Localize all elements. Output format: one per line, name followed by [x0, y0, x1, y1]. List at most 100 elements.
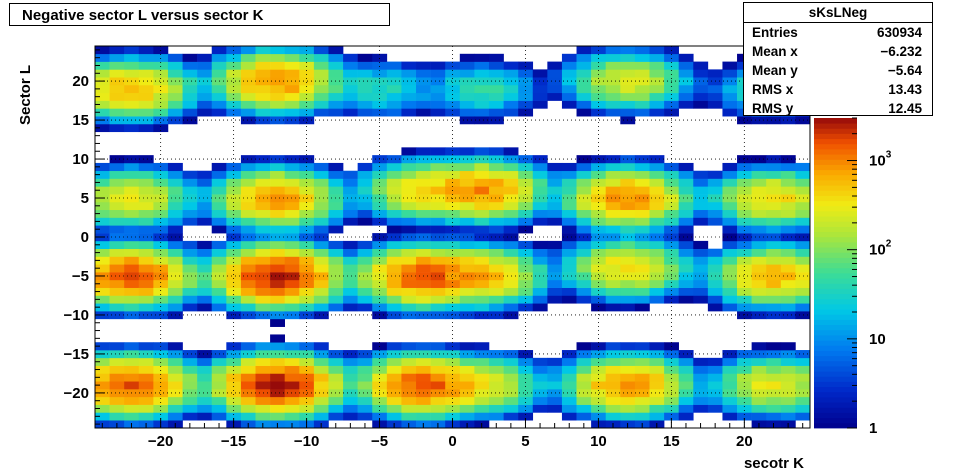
heatmap-cell — [299, 365, 315, 374]
heatmap-cell — [138, 162, 154, 172]
heatmap-cell — [124, 46, 140, 55]
heatmap-cell — [751, 178, 767, 187]
heatmap-cell — [313, 373, 329, 382]
heatmap-cell — [561, 178, 577, 187]
heatmap-cell — [284, 108, 300, 117]
heatmap-cell — [182, 303, 198, 312]
heatmap-cell — [634, 248, 650, 257]
heatmap-cell — [386, 233, 402, 242]
heatmap-cell — [605, 404, 621, 413]
heatmap-cell — [518, 396, 534, 405]
heatmap-cell — [722, 357, 738, 366]
heatmap-cell — [95, 123, 110, 133]
colorbar-segment — [814, 257, 857, 264]
heatmap-cell — [547, 170, 563, 179]
heatmap-cell — [386, 84, 402, 94]
heatmap-cell — [270, 357, 285, 366]
heatmap-cell — [416, 357, 431, 366]
heatmap-cell — [547, 194, 563, 203]
heatmap-cell — [664, 61, 679, 70]
heatmap-cell — [795, 272, 811, 281]
heatmap-cell — [620, 381, 636, 390]
heatmap-cell — [313, 357, 329, 366]
heatmap-cell — [357, 201, 373, 211]
colorbar-segment — [814, 190, 857, 196]
heatmap-cell — [445, 365, 461, 374]
heatmap-cell — [240, 225, 256, 234]
heatmap-cell — [182, 170, 198, 179]
heatmap-cell — [459, 108, 475, 117]
heatmap-cell — [255, 389, 271, 398]
heatmap-cell — [503, 147, 519, 156]
colorbar-segment — [814, 273, 857, 279]
heatmap-cell — [211, 186, 227, 195]
heatmap-cell — [532, 272, 548, 281]
heatmap-cell — [357, 69, 373, 78]
heatmap-cell — [591, 287, 607, 296]
heatmap-cell — [518, 61, 534, 70]
heatmap-cell — [240, 412, 256, 421]
heatmap-cell — [109, 178, 125, 187]
heatmap-cell — [664, 217, 679, 226]
heatmap-cell — [255, 217, 271, 226]
heatmap-cell — [372, 201, 388, 211]
heatmap-cell — [576, 84, 592, 94]
heatmap-cell — [605, 287, 621, 296]
heatmap-cell — [780, 170, 796, 179]
heatmap-cell — [445, 264, 461, 273]
heatmap-cell — [401, 295, 417, 304]
heatmap-cell — [780, 225, 796, 234]
heatmap-cell — [722, 209, 738, 218]
heatmap-cell — [678, 412, 694, 421]
heatmap-cell — [401, 69, 417, 78]
heatmap-cell — [313, 311, 329, 320]
heatmap-cell — [95, 53, 110, 62]
colorbar-segment — [814, 335, 857, 341]
heatmap-cell — [722, 77, 738, 86]
heatmap-cell — [620, 53, 636, 62]
heatmap-cell — [240, 178, 256, 187]
heatmap-cell — [430, 170, 446, 179]
colorbar-label: 103 — [869, 150, 892, 170]
heatmap-cell — [561, 272, 577, 281]
heatmap-cell — [343, 77, 358, 86]
heatmap-cell — [357, 404, 373, 413]
heatmap-cell — [620, 217, 636, 226]
heatmap-cell — [503, 240, 519, 249]
heatmap-cell — [386, 287, 402, 296]
colorbar-segment — [814, 422, 857, 429]
heatmap-cell — [664, 53, 679, 62]
heatmap-cell — [138, 295, 154, 304]
heatmap-cell — [766, 311, 782, 320]
histogram-title-box: Negative sector L versus sector K — [9, 3, 390, 26]
heatmap-cell — [518, 389, 534, 398]
heatmap-cell — [167, 381, 183, 390]
heatmap-cell — [138, 53, 154, 62]
heatmap-cell — [95, 256, 110, 265]
heatmap-cell — [386, 350, 402, 359]
heatmap-cell — [328, 108, 344, 117]
heatmap-cell — [109, 217, 125, 226]
x-tick-label: 10 — [590, 433, 607, 450]
heatmap-cell — [299, 201, 315, 211]
heatmap-cell — [664, 209, 679, 218]
heatmap-cell — [488, 77, 504, 86]
heatmap-cell — [518, 381, 534, 390]
heatmap-cell — [737, 373, 752, 382]
heatmap-cell — [240, 108, 256, 117]
heatmap-cell — [459, 264, 475, 273]
heatmap-cell — [299, 108, 315, 117]
heatmap-cell — [138, 217, 154, 226]
heatmap-cell — [532, 170, 548, 179]
heatmap-cell — [270, 209, 285, 218]
heatmap-cell — [430, 373, 446, 382]
heatmap-cell — [722, 303, 738, 312]
heatmap-cell — [197, 389, 213, 398]
heatmap-cell — [197, 201, 213, 211]
heatmap-cell — [328, 209, 344, 218]
heatmap-cell — [372, 396, 388, 405]
heatmap-cell — [109, 287, 125, 296]
heatmap-cell — [561, 162, 577, 172]
heatmap-cell — [343, 170, 358, 179]
heatmap-cell — [124, 108, 140, 117]
